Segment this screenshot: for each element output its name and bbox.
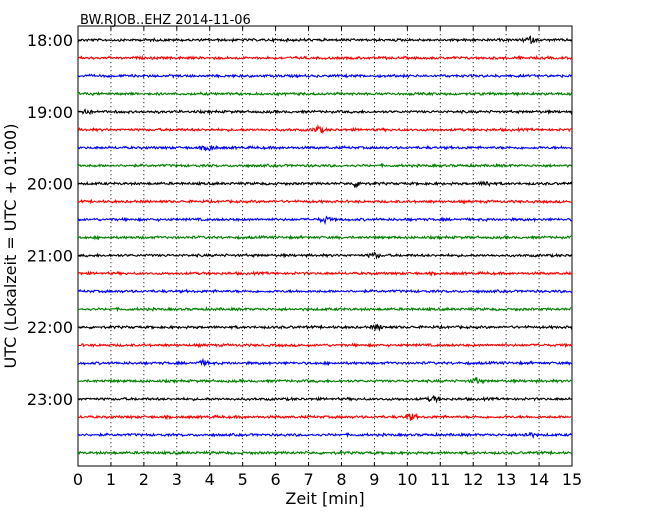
trace-row [77,215,573,226]
trace-row [77,54,573,61]
plot-frame [77,25,573,467]
x-tick-label: 12 [463,470,483,489]
y-tick-label: 20:00 [27,175,73,194]
x-tick-label: 0 [73,470,83,489]
x-tick-label: 10 [397,470,417,489]
trace-row [77,376,573,385]
y-tick-label: 21:00 [27,246,73,265]
trace-row [77,198,573,205]
y-tick-label: 22:00 [27,318,73,337]
trace-row [77,35,573,44]
trace-row [77,123,573,135]
x-tick-label: 2 [139,470,149,489]
y-tick-label: 23:00 [27,390,73,409]
trace-group [77,35,573,456]
trace-row [77,288,573,295]
trace-row [77,108,573,116]
trace-row [77,342,573,349]
x-tick-label: 11 [430,470,450,489]
y-tick-label: 19:00 [27,103,73,122]
x-tick-label: 15 [562,470,582,489]
trace-row [77,394,573,404]
trace-row [77,144,573,152]
x-axis-label: Zeit [min] [285,489,364,508]
grid-lines [110,26,540,466]
x-tick-label: 3 [172,470,182,489]
x-tick-label: 13 [496,470,516,489]
y-axis-ticks: 18:00 19:00 20:00 21:00 22:00 23:00 [27,31,572,409]
x-tick-label: 8 [336,470,346,489]
x-axis-ticks: 0 1 2 3 4 5 6 7 8 9 10 11 12 13 14 15 [73,26,582,489]
trace-row [77,234,573,241]
x-tick-label: 1 [106,470,116,489]
trace-row [77,431,573,440]
trace-row [77,251,573,260]
x-tick-label: 7 [303,470,313,489]
y-axis-label: UTC (Lokalzeit = UTC + 01:00) [1,124,20,369]
chart-title: BW.RJOB..EHZ 2014-11-06 [80,13,251,28]
x-tick-label: 14 [529,470,549,489]
trace-row [77,306,573,313]
trace-row [77,72,573,79]
trace-row [77,90,573,97]
y-tick-label: 18:00 [27,31,73,50]
x-tick-label: 4 [205,470,215,489]
trace-row [77,412,573,421]
trace-row [77,180,573,189]
x-tick-label: 5 [238,470,248,489]
x-tick-label: 6 [271,470,281,489]
trace-row [77,162,573,169]
trace-row [77,449,573,456]
x-tick-label: 9 [369,470,379,489]
trace-row [77,270,573,277]
trace-row [77,323,573,332]
trace-row [77,357,573,368]
